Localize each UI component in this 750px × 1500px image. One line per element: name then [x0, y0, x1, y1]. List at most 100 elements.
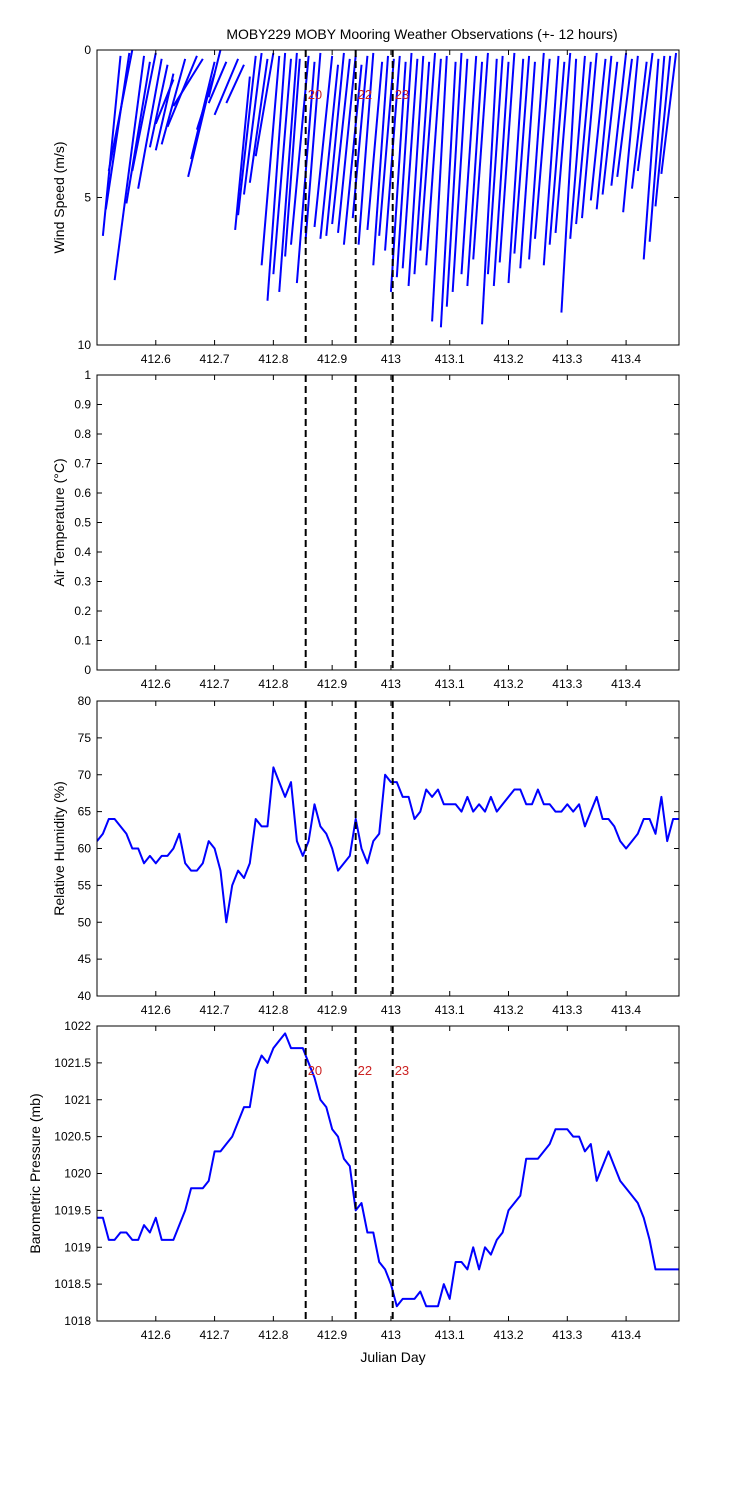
- wind-stick-35: [325, 52, 345, 236]
- wind-stick-21: [237, 55, 257, 216]
- x-tick-label: 412.9: [317, 1328, 347, 1342]
- wind-stick-77: [601, 61, 619, 195]
- x-tick-label: 413.3: [552, 1003, 582, 1017]
- wind-stick-74: [581, 52, 598, 219]
- wind-stick-9: [160, 58, 187, 145]
- wind-stick-59: [481, 58, 498, 325]
- wind-stick-69: [548, 61, 566, 245]
- pressure-line: [97, 1032, 679, 1308]
- y-tick-label: 70: [78, 768, 92, 782]
- x-tick-label: 413.4: [611, 352, 641, 366]
- y-tick-label: 60: [78, 842, 92, 856]
- y-tick-label: 5: [84, 191, 91, 205]
- wind-stick-47: [401, 58, 419, 269]
- y-tick-label: 45: [78, 952, 92, 966]
- x-tick-label: 412.8: [258, 677, 288, 691]
- y-tick-label: 0.4: [74, 545, 91, 559]
- x-tick-label: 413: [381, 352, 401, 366]
- wind-stick-16: [207, 61, 228, 104]
- plot-area: [97, 701, 679, 996]
- wind-stick-82: [636, 52, 654, 172]
- y-tick-label: 0.6: [74, 486, 91, 500]
- wind-stick-73: [575, 61, 592, 225]
- wind-stick-39: [351, 55, 369, 219]
- y-tick-label: 0.5: [74, 516, 91, 530]
- panel-airtemp: 412.6 412.7 412.8 412.9 413 413.1 413.2 413.3 41…: [51, 368, 680, 691]
- x-tick-label: 413.3: [552, 677, 582, 691]
- wind-stick-55: [451, 58, 469, 292]
- x-tick-label: 412.9: [317, 677, 347, 691]
- x-tick-label: 413.4: [611, 1328, 641, 1342]
- wind-stick-65: [519, 61, 536, 269]
- x-tick-label: 413.3: [552, 352, 582, 366]
- wind-stick-4: [125, 61, 151, 204]
- x-tick-label: 412.7: [200, 1328, 230, 1342]
- wind-stick-71: [560, 58, 578, 313]
- wind-stick-51: [425, 58, 442, 266]
- y-tick-label: 1019: [64, 1240, 91, 1254]
- event-marker-label: 23: [395, 87, 409, 102]
- x-axis-label: Julian Day: [360, 1349, 425, 1365]
- wind-stick-26: [266, 52, 287, 301]
- x-tick-label: 412.8: [258, 352, 288, 366]
- wind-stick-56: [460, 55, 478, 275]
- wind-stick-52: [431, 55, 448, 322]
- y-tick-label: 1019.5: [54, 1203, 91, 1217]
- event-marker-label: 22: [358, 1063, 372, 1078]
- wind-stick-75: [589, 58, 607, 201]
- wind-stick-46: [395, 52, 413, 278]
- wind-stick-32: [304, 52, 322, 239]
- x-tick-label: 412.9: [317, 352, 347, 366]
- y-tick-label: 1: [84, 368, 91, 382]
- event-marker-label: 20: [308, 87, 322, 102]
- wind-stick-11: [172, 58, 204, 107]
- wind-stick-20: [234, 76, 251, 231]
- y-tick-label: 0.2: [74, 604, 91, 618]
- wind-stick-22: [242, 52, 263, 195]
- series-pressure: [97, 1032, 679, 1308]
- x-tick-label: 413.2: [493, 677, 523, 691]
- y-tick-label: 0.7: [74, 457, 91, 471]
- x-tick-label: 412.7: [200, 352, 230, 366]
- x-tick-label: 413.2: [493, 1003, 523, 1017]
- x-tick-label: 412.6: [141, 677, 171, 691]
- y-tick-label: 0.3: [74, 575, 91, 589]
- wind-stick-6: [137, 58, 163, 189]
- y-tick-label: 1018.5: [54, 1277, 91, 1291]
- x-tick-label: 412.8: [258, 1003, 288, 1017]
- x-tick-label: 413.1: [435, 1328, 465, 1342]
- wind-stick-50: [419, 52, 437, 251]
- y-tick-label: 10: [78, 338, 92, 352]
- wind-stick-17: [213, 58, 240, 116]
- x-tick-label: 413.4: [611, 677, 641, 691]
- wind-stick-24: [254, 52, 275, 157]
- plot-area: [97, 375, 679, 670]
- figure-title: MOBY229 MOBY Mooring Weather Observation…: [226, 26, 617, 42]
- y-axis-label: Barometric Pressure (mb): [27, 1093, 43, 1253]
- wind-stick-48: [407, 55, 425, 287]
- y-tick-label: 75: [78, 731, 92, 745]
- wind-stick-64: [513, 55, 531, 254]
- wind-stick-57: [466, 61, 484, 287]
- wind-stick-86: [660, 52, 678, 175]
- panel-wind: 20 22 23 412.6 412.7 412.8 412.9 413 413.1 413.2 4…: [51, 43, 680, 366]
- panel-pressure: 20 22 23 412.6 412.7 412.8 412.9 413 413.1 413.2 4…: [27, 1019, 680, 1342]
- x-tick-label: 413.3: [552, 1328, 582, 1342]
- wind-stick-54: [445, 52, 463, 307]
- wind-stick-61: [492, 61, 510, 287]
- wind-stick-84: [648, 55, 666, 242]
- x-tick-label: 413.2: [493, 1328, 523, 1342]
- y-axis-label: Air Temperature (°C): [51, 458, 67, 586]
- wind-stick-70: [554, 52, 572, 233]
- event-marker-label: 23: [395, 1063, 409, 1078]
- wind-stick-41: [366, 61, 384, 231]
- y-tick-label: 50: [78, 915, 92, 929]
- wind-stick-68: [542, 55, 560, 266]
- humidity-line: [97, 766, 679, 924]
- wind-stick-40: [357, 52, 375, 245]
- y-tick-label: 0: [84, 663, 91, 677]
- x-tick-label: 412.6: [141, 1328, 171, 1342]
- plot-area: [97, 1026, 679, 1321]
- wind-stick-58: [472, 52, 489, 260]
- wind-stick-53: [439, 61, 457, 328]
